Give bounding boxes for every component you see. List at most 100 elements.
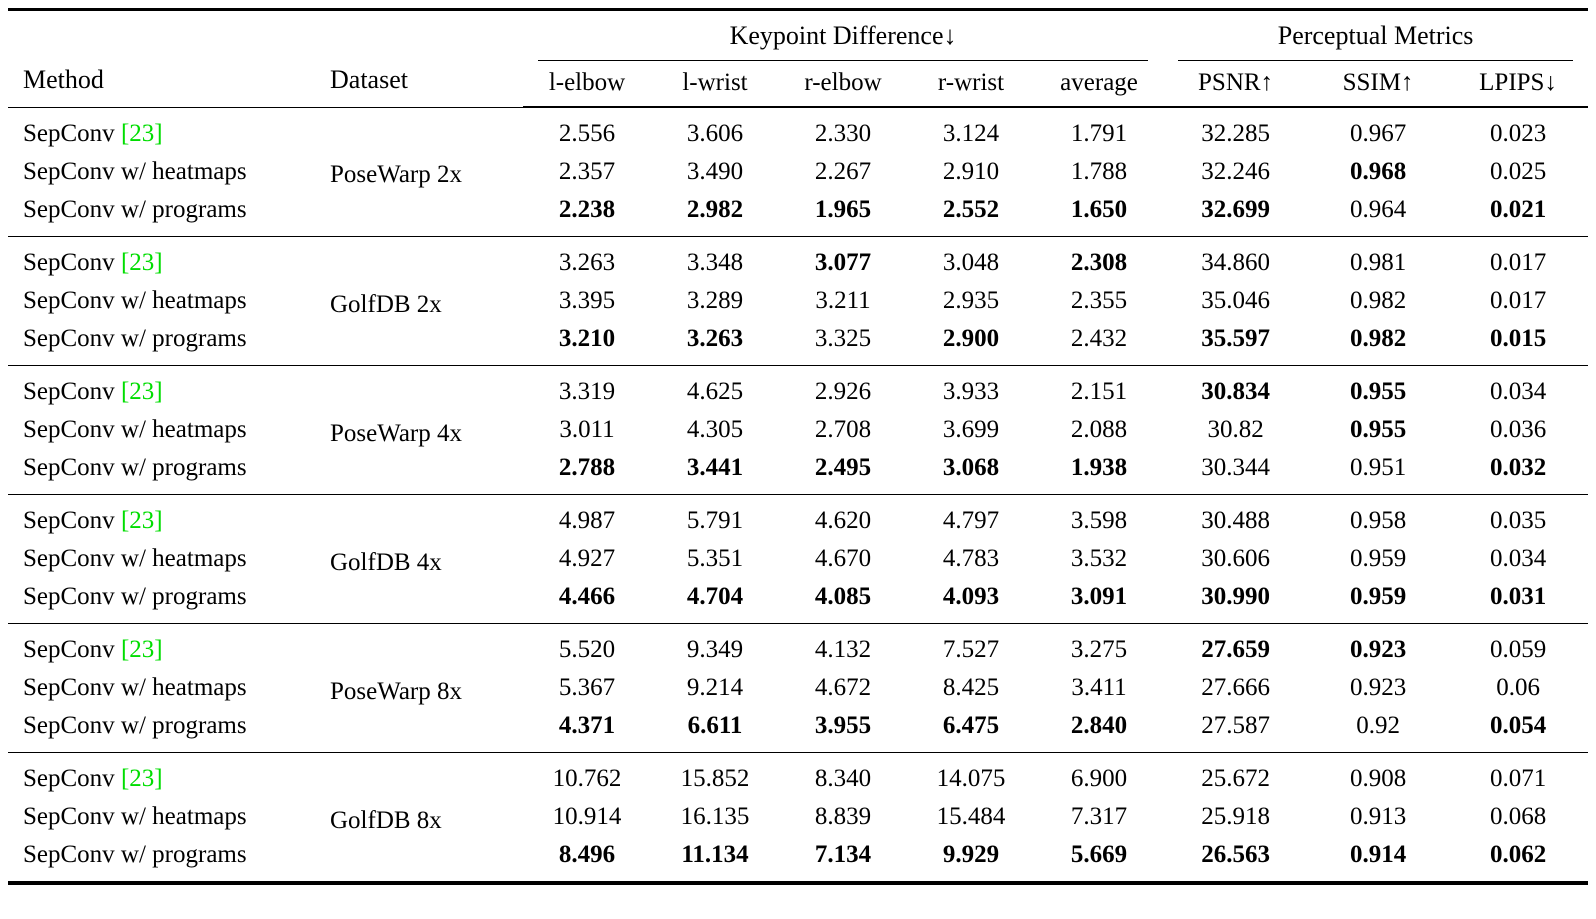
method-label: SepConv w/ programs [23, 841, 247, 868]
value-cell: 0.062 [1489, 841, 1547, 868]
value-cell: 27.659 [1163, 623, 1309, 669]
value-cell: 0.054 [1489, 712, 1547, 739]
table-row: SepConv w/ heatmaps 4.927 5.351 4.670 4.783 3… [8, 540, 1588, 578]
value-cell: 3.532 [1070, 545, 1128, 572]
column-group-perceptual-metrics: Perceptual Metrics [1163, 10, 1588, 63]
dataset-cell: GolfDB 2x [318, 236, 523, 366]
value-cell: 34.860 [1163, 236, 1309, 282]
value-cell: 2.355 [1070, 287, 1128, 314]
value-cell: 5.351 [686, 545, 744, 572]
value-cell: 15.852 [651, 752, 779, 798]
value-cell: 6.475 [942, 712, 1000, 739]
method-label: SepConv w/ programs [23, 454, 247, 481]
value-cell: 0.982 [1349, 287, 1407, 314]
method-label: SepConv w/ heatmaps [23, 545, 247, 572]
value-cell: 0.017 [1448, 236, 1589, 282]
value-cell: 1.938 [1070, 454, 1128, 481]
value-cell: 2.935 [942, 287, 1000, 314]
value-cell: 4.783 [942, 545, 1000, 572]
value-cell: 4.670 [814, 545, 872, 572]
value-cell: 10.762 [523, 752, 651, 798]
dataset-group: SepConv [23] PoseWarp 2x 2.556 3.606 2.330 3.… [8, 106, 1589, 237]
method-cell: SepConv [23] [8, 106, 318, 153]
column-header-ssim: SSIM↑ [1308, 62, 1449, 108]
method-cell: SepConv w/ heatmaps [8, 540, 318, 578]
value-cell: 4.093 [942, 583, 1000, 610]
value-cell: 8.839 [814, 803, 872, 830]
table-row: SepConv [23] GolfDB 2x 3.263 3.348 3.077 3.04… [8, 236, 1589, 366]
value-cell: 5.791 [651, 494, 779, 540]
method-label: SepConv w/ heatmaps [23, 287, 247, 314]
citation-link[interactable]: [23] [114, 249, 163, 276]
citation-link[interactable]: [23] [114, 378, 163, 405]
value-cell: 1.791 [1035, 106, 1164, 153]
value-cell: 0.913 [1349, 803, 1407, 830]
value-cell: 2.708 [814, 416, 872, 443]
table-row: SepConv w/ programs 4.371 6.611 3.955 6.475 2… [8, 707, 1588, 753]
value-cell: 0.967 [1308, 106, 1449, 153]
value-cell: 3.699 [942, 416, 1000, 443]
value-cell: 4.987 [523, 494, 651, 540]
value-cell: 0.982 [1349, 325, 1407, 352]
value-cell: 32.285 [1163, 106, 1309, 153]
value-cell: 0.034 [1489, 545, 1547, 572]
value-cell: 35.597 [1201, 325, 1270, 352]
value-cell: 0.031 [1489, 583, 1547, 610]
citation-link[interactable]: [23] [114, 119, 163, 147]
value-cell: 2.926 [779, 365, 907, 411]
method-cell: SepConv [23] [8, 623, 318, 669]
value-cell: 16.135 [680, 803, 750, 830]
value-cell: 4.672 [814, 674, 872, 701]
header-group-row: Method Dataset Keypoint Difference↓ Perc… [8, 10, 1588, 94]
value-cell: 0.017 [1489, 287, 1547, 314]
value-cell: 0.021 [1489, 196, 1547, 223]
value-cell: 27.587 [1201, 712, 1270, 739]
method-cell: SepConv w/ programs [8, 836, 318, 883]
value-cell: 1.650 [1070, 196, 1128, 223]
value-cell: 4.704 [686, 583, 744, 610]
method-cell: SepConv w/ programs [8, 191, 318, 237]
value-cell: 0.071 [1448, 752, 1589, 798]
value-cell: 1.965 [814, 196, 872, 223]
value-cell: 3.319 [523, 365, 651, 411]
dataset-group: SepConv [23] PoseWarp 8x 5.520 9.349 4.132 7.… [8, 623, 1589, 753]
value-cell: 4.620 [779, 494, 907, 540]
value-cell: 0.015 [1489, 325, 1547, 352]
value-cell: 35.046 [1201, 287, 1270, 314]
value-cell: 0.958 [1308, 494, 1449, 540]
value-cell: 2.556 [523, 106, 651, 153]
value-cell: 7.317 [1070, 803, 1128, 830]
table-row: SepConv w/ programs 3.210 3.263 3.325 2.900 2… [8, 320, 1588, 366]
value-cell: 4.371 [558, 712, 616, 739]
value-cell: 8.496 [558, 841, 616, 868]
value-cell: 0.923 [1308, 623, 1449, 669]
perceptual-metrics-label: Perceptual Metrics [1178, 21, 1574, 61]
table-row: SepConv w/ heatmaps 2.357 3.490 2.267 2.910 1… [8, 153, 1588, 191]
column-header-method: Method [23, 64, 104, 94]
value-cell: 0.951 [1349, 454, 1407, 481]
column-header-lpips: LPIPS↓ [1448, 62, 1589, 108]
value-cell: 2.308 [1035, 236, 1164, 282]
table-row: SepConv w/ heatmaps 10.914 16.135 8.839 15.4… [8, 798, 1588, 836]
citation-link[interactable]: [23] [114, 765, 163, 792]
method-cell: SepConv w/ heatmaps [8, 669, 318, 707]
citation-link[interactable]: [23] [114, 636, 163, 663]
value-cell: 2.495 [814, 454, 872, 481]
value-cell: 3.411 [1071, 674, 1127, 701]
column-header-average: average [1035, 62, 1164, 108]
value-cell: 0.964 [1349, 196, 1407, 223]
value-cell: 27.666 [1201, 674, 1270, 701]
value-cell: 3.395 [558, 287, 616, 314]
value-cell: 3.011 [559, 416, 615, 443]
value-cell: 0.968 [1349, 158, 1407, 185]
dataset-cell: GolfDB 4x [318, 494, 523, 624]
method-label: SepConv w/ heatmaps [23, 803, 247, 830]
value-cell: 0.908 [1308, 752, 1449, 798]
dataset-cell: PoseWarp 8x [318, 623, 523, 753]
value-cell: 30.606 [1201, 545, 1270, 572]
value-cell: 9.214 [686, 674, 744, 701]
value-cell: 3.441 [686, 454, 744, 481]
value-cell: 2.151 [1035, 365, 1164, 411]
citation-link[interactable]: [23] [114, 507, 163, 534]
value-cell: 0.06 [1496, 674, 1540, 701]
